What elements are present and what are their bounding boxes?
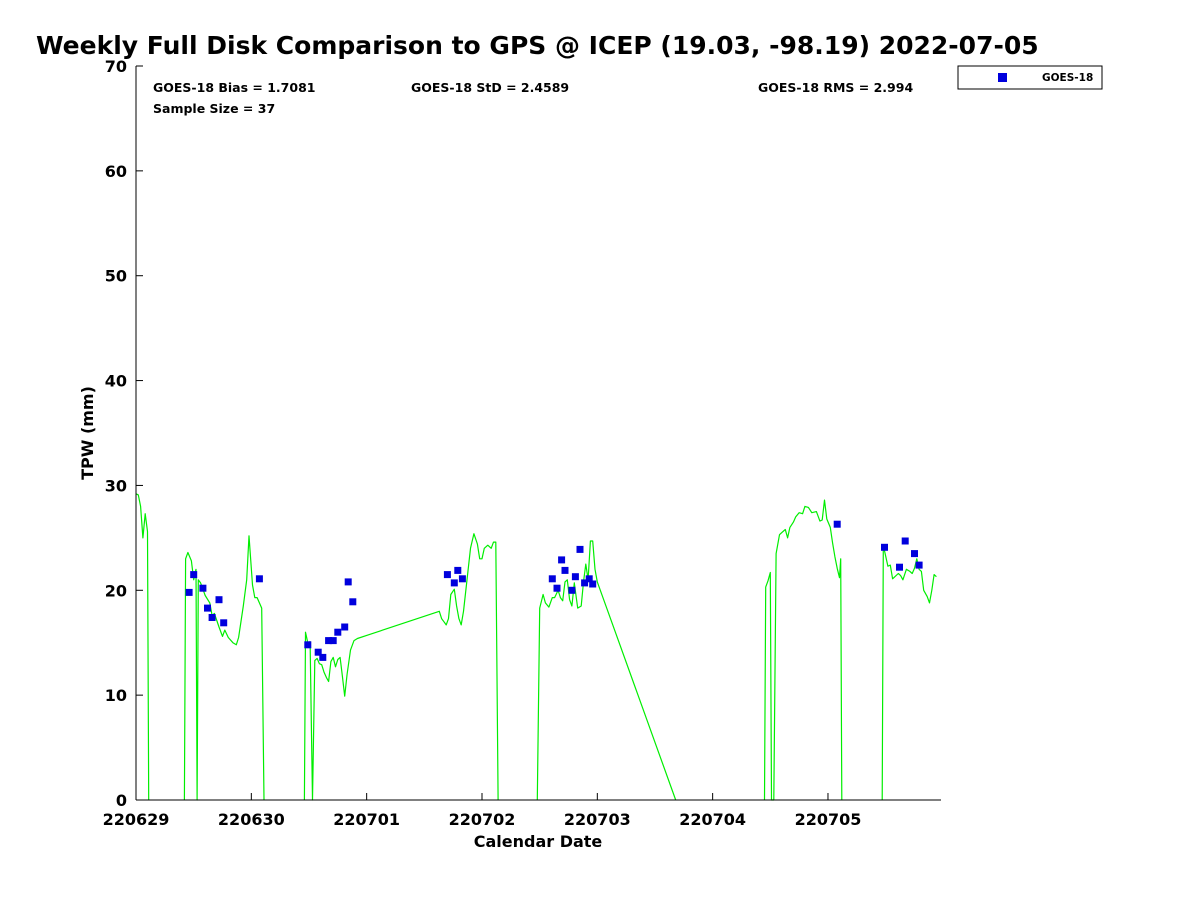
goes18-data-point (896, 563, 903, 571)
goes18-data-point (911, 550, 918, 558)
goes18-data-point (561, 566, 569, 574)
goes18-data-point (185, 588, 193, 596)
x-tick-label: 220702 (449, 810, 516, 829)
x-axis-ticks: 220629 220630 220701 220702 220703 220704 2207… (103, 793, 862, 829)
goes18-data-point (589, 580, 597, 588)
goes18-data-point (553, 584, 561, 592)
std-stat: GOES-18 StD = 2.4589 (411, 80, 569, 95)
line-series-layer (135, 493, 937, 801)
sample-size-stat: Sample Size = 37 (153, 101, 275, 116)
legend-label: GOES-18 (1042, 72, 1093, 84)
goes18-data-point (208, 614, 216, 621)
goes18-data-point (349, 598, 357, 606)
gps-tpw-line-segment (303, 533, 499, 801)
goes18-data-point (585, 575, 593, 583)
x-tick-label: 220703 (564, 810, 631, 829)
goes18-data-point (255, 575, 263, 583)
y-tick-label: 20 (105, 581, 127, 600)
x-tick-label: 220629 (103, 810, 170, 829)
x-axis-label: Calendar Date (474, 832, 603, 851)
goes18-data-point (204, 604, 211, 612)
goes18-data-point (915, 561, 923, 569)
y-tick-label: 60 (105, 162, 127, 181)
y-tick-label: 30 (105, 476, 127, 495)
chart-title: Weekly Full Disk Comparison to GPS @ ICE… (36, 31, 1039, 60)
y-tick-label: 70 (105, 57, 127, 76)
y-tick-label: 0 (116, 791, 127, 810)
goes18-data-point (325, 637, 333, 645)
goes18-data-point (443, 571, 451, 579)
y-axis-ticks: 0 10 20 30 40 50 60 70 (105, 57, 143, 810)
goes18-data-point (548, 575, 556, 583)
goes18-data-point (881, 543, 888, 551)
goes18-data-point (576, 545, 584, 553)
goes18-data-point (215, 596, 223, 604)
goes18-data-point (341, 623, 349, 631)
gps-tpw-line-segment (881, 544, 937, 801)
goes18-data-point (901, 537, 909, 545)
goes18-data-point (334, 628, 342, 636)
goes18-data-point (220, 619, 228, 627)
x-tick-label: 220630 (218, 810, 285, 829)
legend-marker-square (998, 73, 1007, 82)
x-tick-label: 220701 (333, 810, 400, 829)
y-tick-label: 50 (105, 267, 127, 286)
goes18-data-point (581, 579, 589, 587)
goes18-data-point (568, 586, 576, 594)
bias-stat: GOES-18 Bias = 1.7081 (153, 80, 315, 95)
x-tick-label: 220705 (795, 810, 862, 829)
goes18-data-point (458, 575, 466, 583)
goes18-data-point (319, 653, 327, 661)
y-axis-label: TPW (mm) (78, 386, 97, 480)
goes18-data-point (190, 571, 198, 579)
goes18-data-point (199, 584, 207, 592)
goes18-data-point (450, 579, 458, 587)
goes18-data-point (329, 637, 337, 645)
rms-stat: GOES-18 RMS = 2.994 (758, 80, 913, 95)
x-tick-label: 220704 (679, 810, 746, 829)
gps-tpw-line-segment (536, 540, 677, 801)
goes18-data-point (304, 641, 312, 649)
goes18-data-point (314, 648, 322, 656)
goes18-data-point (558, 556, 566, 564)
gps-tpw-line-segment (135, 493, 150, 801)
legend: GOES-18 (957, 65, 1103, 90)
legend-box (957, 65, 1103, 90)
goes18-data-point (454, 566, 462, 574)
gps-tpw-line-segment (763, 499, 843, 801)
plot-area (135, 493, 937, 801)
goes18-data-point (571, 573, 579, 581)
goes18-data-point (344, 578, 352, 586)
goes18-data-point (833, 520, 841, 528)
y-tick-label: 40 (105, 372, 127, 391)
scatter-points-layer (185, 520, 923, 661)
y-tick-label: 10 (105, 686, 127, 705)
